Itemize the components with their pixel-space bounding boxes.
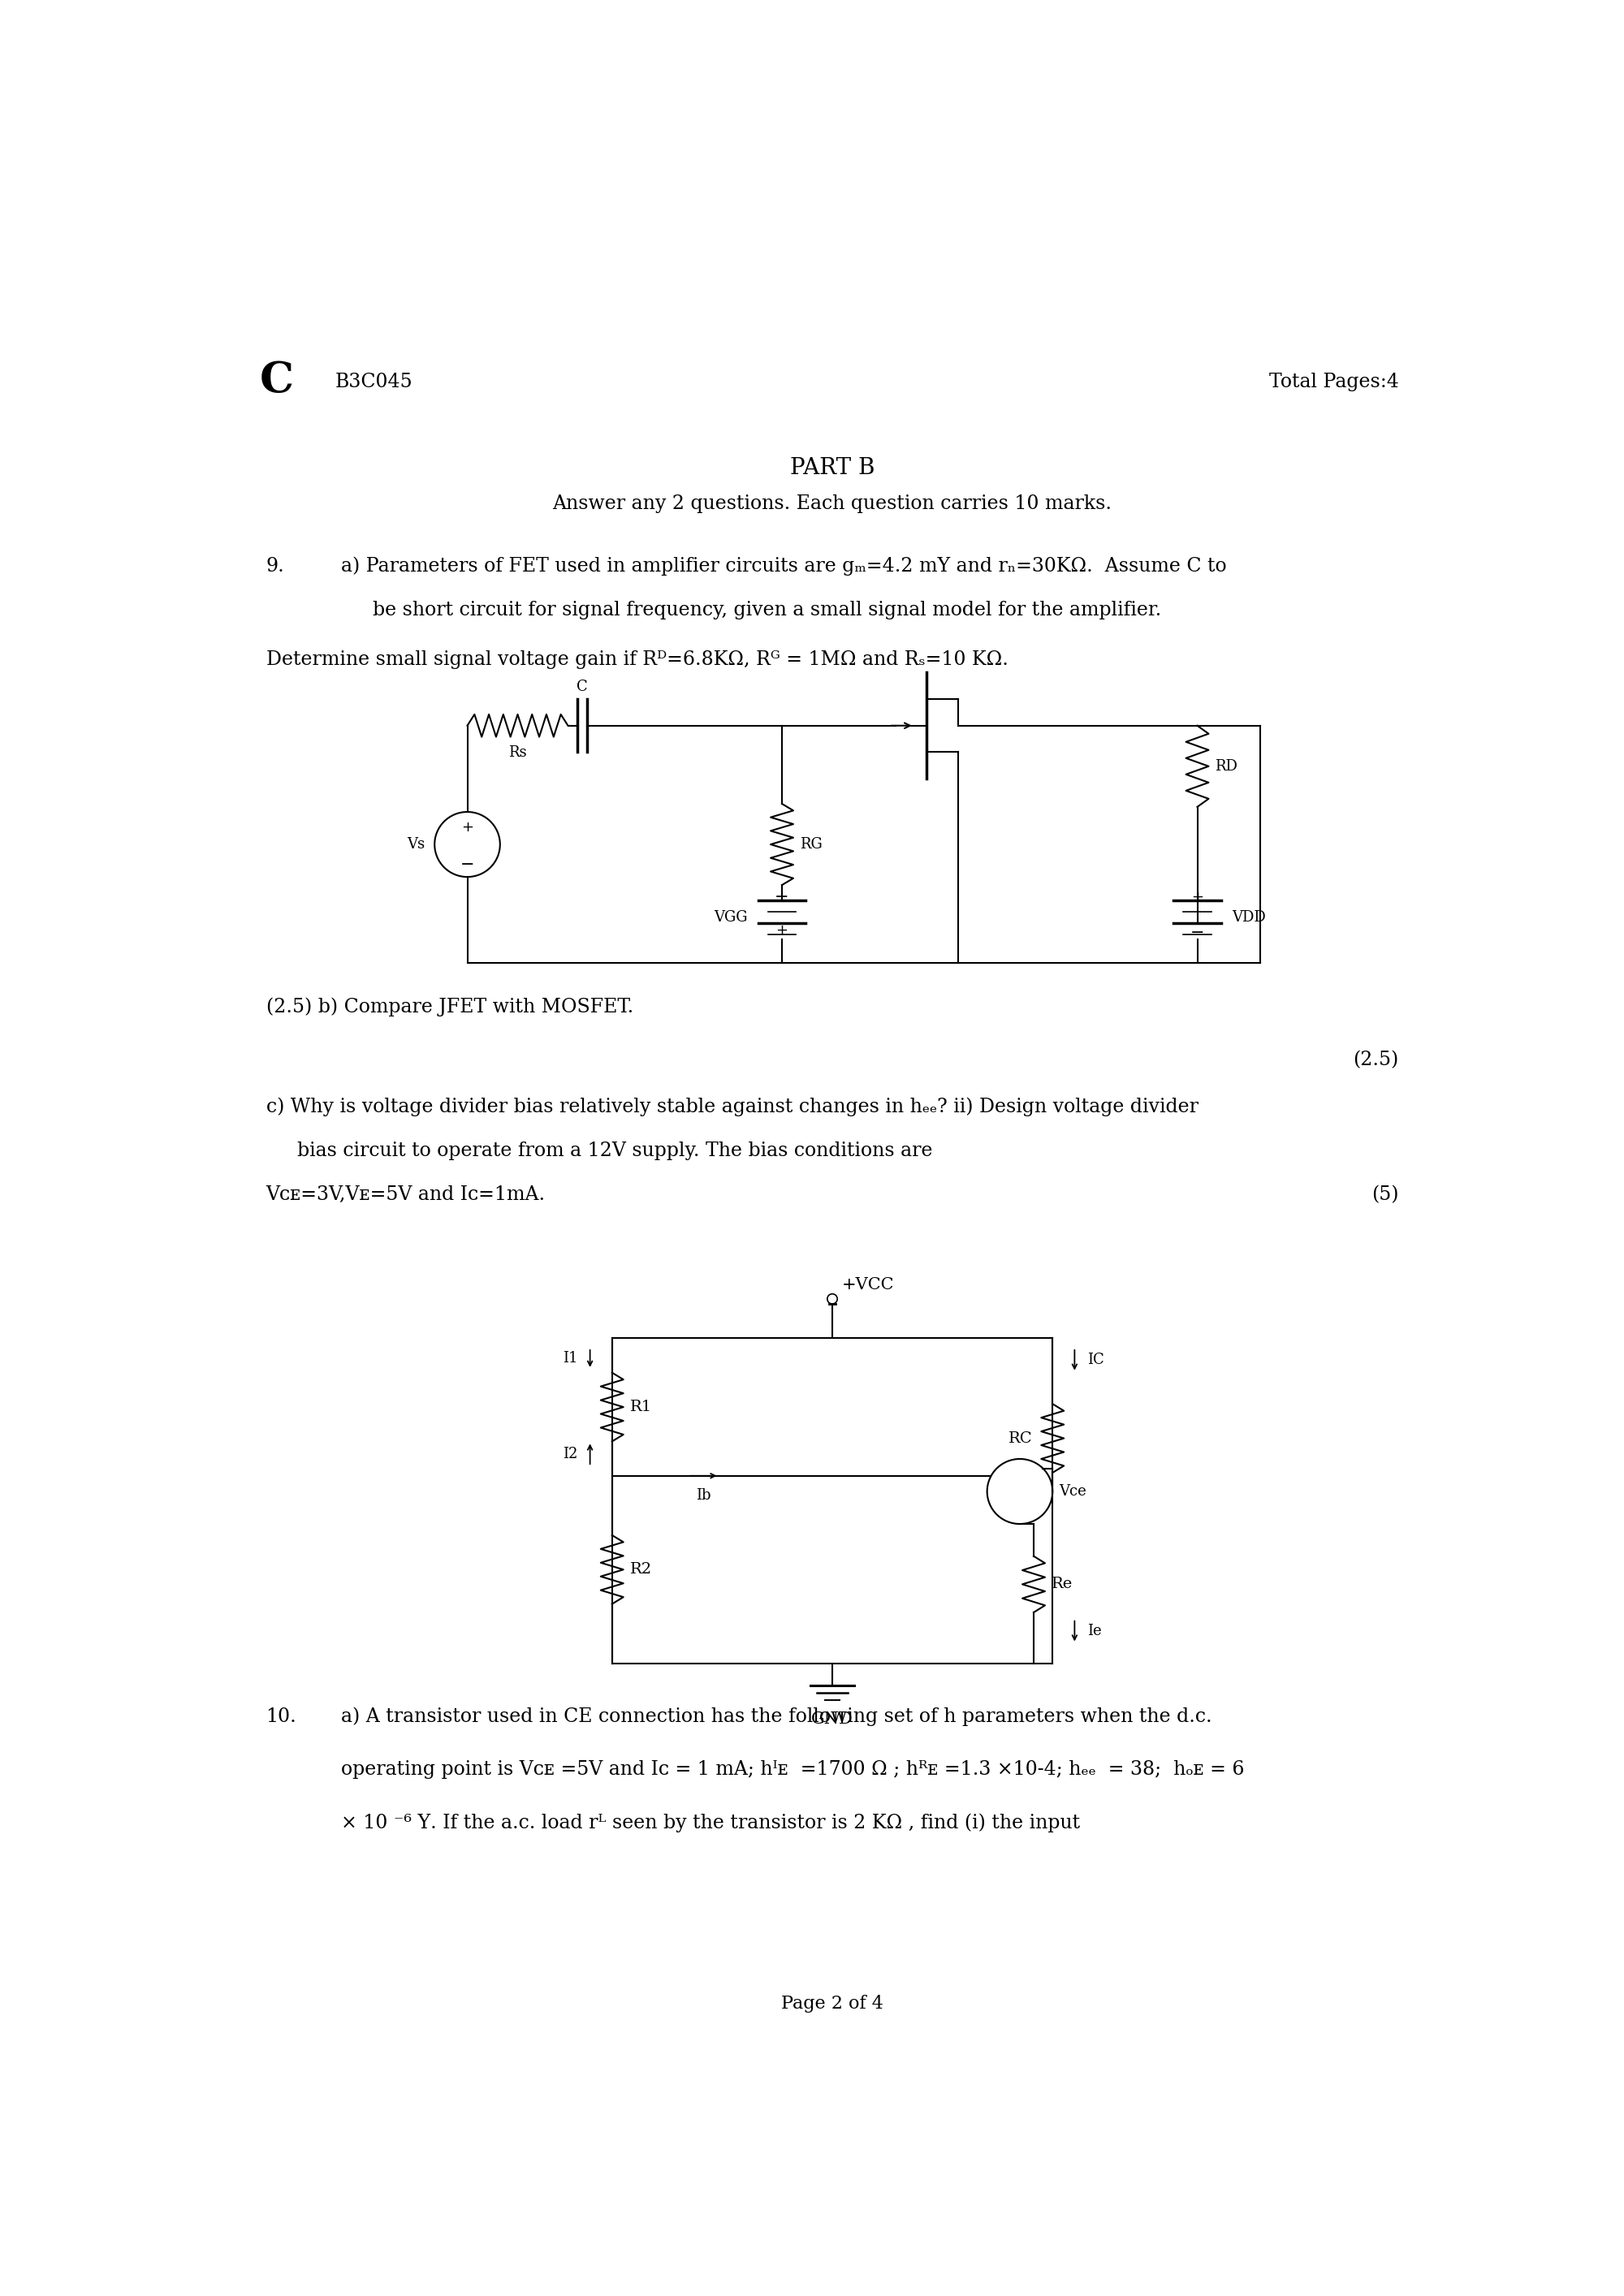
Text: RC: RC — [1009, 1430, 1033, 1446]
Text: × 10 ⁻⁶ Υ. If the a.c. load rᴸ seen by the transistor is 2 KΩ , find (i) the inp: × 10 ⁻⁶ Υ. If the a.c. load rᴸ seen by t… — [341, 1814, 1080, 1832]
Text: R1: R1 — [630, 1401, 651, 1414]
Text: +: + — [776, 923, 788, 937]
Text: RG: RG — [799, 838, 822, 852]
Text: R2: R2 — [630, 1561, 651, 1577]
Text: be short circuit for signal frequency, given a small signal model for the amplif: be short circuit for signal frequency, g… — [374, 602, 1161, 620]
Text: Ie: Ie — [1086, 1623, 1101, 1639]
Text: Answer any 2 questions. Each question carries 10 marks.: Answer any 2 questions. Each question ca… — [552, 494, 1112, 512]
Text: Page 2 of 4: Page 2 of 4 — [781, 1995, 883, 2014]
Text: a) Parameters of FET used in amplifier circuits are gₘ=4.2 mΥ and rₙ=30KΩ.  Assu: a) Parameters of FET used in amplifier c… — [341, 558, 1228, 576]
Text: Ib: Ib — [695, 1488, 711, 1504]
Text: (2.5) b) Compare JFET with MOSFET.: (2.5) b) Compare JFET with MOSFET. — [266, 996, 633, 1017]
Text: Vs: Vs — [408, 838, 425, 852]
Text: c) Why is voltage divider bias relatively stable against changes in hₑₑ? ii) Des: c) Why is voltage divider bias relativel… — [266, 1097, 1199, 1116]
Text: C: C — [260, 360, 294, 402]
Text: 10.: 10. — [266, 1708, 297, 1727]
Text: VDD: VDD — [1233, 909, 1265, 925]
Text: +VCC: +VCC — [841, 1277, 895, 1293]
Text: PART B: PART B — [789, 457, 875, 480]
Text: a) A transistor used in CE connection has the following set of h parameters when: a) A transistor used in CE connection ha… — [341, 1708, 1213, 1727]
Text: Rs: Rs — [508, 746, 526, 760]
Text: +: + — [1192, 889, 1203, 905]
Text: Determine small signal voltage gain if Rᴰ=6.8KΩ, Rᴳ = 1MΩ and Rₛ=10 KΩ.: Determine small signal voltage gain if R… — [266, 650, 1009, 668]
Text: operating point is Vᴄᴇ =5V and Iᴄ = 1 mA; hᴵᴇ  =1700 Ω ; hᴿᴇ =1.3 ×10-4; hₑₑ  = : operating point is Vᴄᴇ =5V and Iᴄ = 1 mA… — [341, 1761, 1246, 1779]
Text: GND: GND — [812, 1711, 853, 1727]
Text: VGG: VGG — [713, 909, 747, 925]
Text: 9.: 9. — [266, 558, 284, 576]
Text: bias circuit to operate from a 12V supply. The bias conditions are: bias circuit to operate from a 12V suppl… — [297, 1141, 932, 1159]
Text: Vce: Vce — [1059, 1483, 1086, 1499]
Text: −: − — [775, 889, 789, 905]
Text: I2: I2 — [562, 1446, 578, 1460]
Text: −: − — [460, 856, 474, 872]
Text: C: C — [577, 680, 588, 693]
Text: IC: IC — [1086, 1352, 1104, 1368]
Text: B3C045: B3C045 — [335, 372, 412, 390]
Text: (5): (5) — [1371, 1185, 1398, 1203]
Text: +: + — [461, 820, 474, 833]
Text: (2.5): (2.5) — [1353, 1052, 1398, 1070]
Text: −: − — [1190, 925, 1205, 941]
Text: Re: Re — [1051, 1577, 1072, 1591]
Text: Total Pages:4: Total Pages:4 — [1268, 372, 1398, 390]
Text: RD: RD — [1215, 760, 1237, 774]
Text: I1: I1 — [562, 1352, 578, 1366]
Text: Vᴄᴇ=3V,Vᴇ=5V and Iᴄ=1mA.: Vᴄᴇ=3V,Vᴇ=5V and Iᴄ=1mA. — [266, 1185, 546, 1203]
